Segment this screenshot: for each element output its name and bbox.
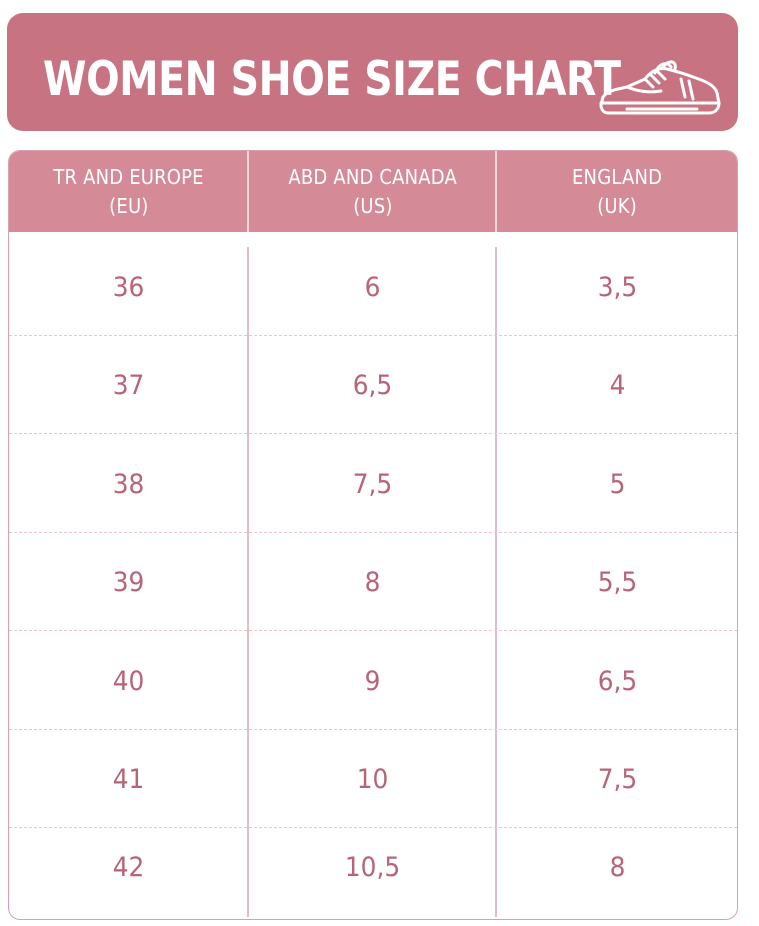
title-banner: WOMEN SHOE SIZE CHART xyxy=(7,13,738,131)
eu-size-cell: 42 xyxy=(112,851,145,883)
us-size-cell: 8 xyxy=(364,566,381,598)
header-divider xyxy=(247,151,249,232)
table-row: 38 7,5 5 xyxy=(9,435,737,533)
us-size-cell: 10 xyxy=(356,763,389,795)
row-separator xyxy=(9,729,737,730)
table-row: 36 6 3,5 xyxy=(9,238,737,336)
us-size-cell: 10,5 xyxy=(344,851,401,883)
sneaker-icon xyxy=(599,60,721,115)
us-size-cell: 9 xyxy=(364,665,381,697)
us-size-cell: 6,5 xyxy=(352,369,393,401)
row-separator xyxy=(9,532,737,533)
table-row: 42 10,5 8 xyxy=(9,818,737,916)
row-separator xyxy=(9,433,737,434)
table-row: 37 6,5 4 xyxy=(9,336,737,434)
column-header-uk: ENGLAND (UK) xyxy=(497,151,737,232)
table-row: 39 8 5,5 xyxy=(9,533,737,631)
uk-size-cell: 5 xyxy=(609,468,626,500)
uk-size-cell: 3,5 xyxy=(597,271,638,303)
size-table: TR AND EUROPE (EU) ABD AND CANADA (US) E… xyxy=(8,150,738,920)
eu-size-cell: 36 xyxy=(112,271,145,303)
eu-size-cell: 37 xyxy=(112,369,145,401)
eu-size-cell: 39 xyxy=(112,566,145,598)
column-header-us-label: ABD AND CANADA xyxy=(288,164,457,189)
eu-size-cell: 40 xyxy=(112,665,145,697)
eu-size-cell: 41 xyxy=(112,763,145,795)
row-separator xyxy=(9,630,737,631)
column-header-uk-label: ENGLAND xyxy=(572,164,663,189)
column-header-us-unit: (US) xyxy=(352,193,393,218)
row-separator xyxy=(9,335,737,336)
column-divider xyxy=(495,247,497,917)
header-divider xyxy=(495,151,497,232)
uk-size-cell: 4 xyxy=(609,369,626,401)
page-title: WOMEN SHOE SIZE CHART xyxy=(43,52,621,107)
us-size-cell: 6 xyxy=(364,271,381,303)
eu-size-cell: 38 xyxy=(112,468,145,500)
table-header: TR AND EUROPE (EU) ABD AND CANADA (US) E… xyxy=(9,151,737,232)
uk-size-cell: 6,5 xyxy=(597,665,638,697)
table-row: 40 9 6,5 xyxy=(9,632,737,730)
table-row: 41 10 7,5 xyxy=(9,730,737,828)
row-separator xyxy=(9,827,737,828)
column-divider xyxy=(247,247,249,917)
us-size-cell: 7,5 xyxy=(352,468,393,500)
uk-size-cell: 7,5 xyxy=(597,763,638,795)
column-header-us: ABD AND CANADA (US) xyxy=(249,151,496,232)
uk-size-cell: 8 xyxy=(609,851,626,883)
column-header-eu-label: TR AND EUROPE xyxy=(53,164,204,189)
column-header-eu-unit: (EU) xyxy=(108,193,149,218)
uk-size-cell: 5,5 xyxy=(597,566,638,598)
column-header-eu: TR AND EUROPE (EU) xyxy=(9,151,248,232)
column-header-uk-unit: (UK) xyxy=(597,193,638,218)
